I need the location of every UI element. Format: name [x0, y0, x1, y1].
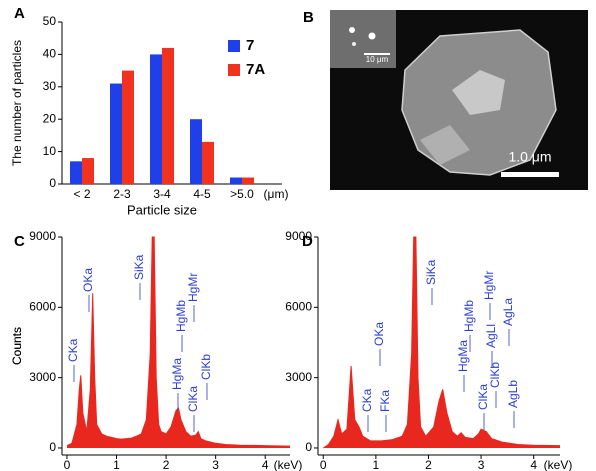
peak-label: ClKa [186, 386, 200, 412]
bar [190, 119, 202, 184]
y-tick-label: 6000 [29, 299, 56, 313]
x-axis-label: (keV) [274, 458, 303, 471]
y-axis-label: Counts [10, 327, 24, 365]
y-tick-label: 0 [49, 176, 56, 190]
bar [150, 54, 162, 185]
scale-bar [501, 172, 559, 177]
y-axis-label: The number of particles [10, 40, 24, 166]
peak-label: HgMr [482, 271, 496, 300]
x-tick-label: 1 [373, 458, 380, 471]
y-tick-label: 40 [43, 47, 57, 61]
peak-label: HgMb [462, 300, 476, 332]
peak-label: HgMa [170, 358, 184, 390]
x-axis-label: (keV) [544, 458, 573, 471]
peak-label: SiKa [132, 254, 146, 280]
inset-scale-label: 10 μm [366, 55, 389, 64]
peak-label: SiKa [424, 259, 438, 285]
y-axis-label: Counts [10, 327, 24, 365]
x-tick-label: 2 [163, 458, 170, 471]
legend-label: 7A [246, 61, 265, 78]
y-tick-label: 50 [43, 14, 57, 28]
y-tick-label: 3000 [285, 370, 312, 384]
bar [110, 83, 122, 184]
peak-label: HgMr [186, 273, 200, 302]
inset-particle [352, 42, 356, 46]
x-tick-label: 0 [64, 458, 71, 471]
bar [70, 161, 82, 184]
spectrum-fill [323, 237, 560, 448]
x-tick-label: 3 [478, 458, 485, 471]
spectrum-line [323, 236, 561, 449]
legend-swatch [228, 64, 240, 76]
particle-detail [420, 125, 470, 165]
peak-label: AgLa [501, 298, 515, 326]
scale-bar-label: 1.0 μm [508, 149, 551, 165]
bar [242, 177, 254, 184]
peak-label: ClKa [476, 384, 490, 410]
legend-swatch [228, 40, 240, 52]
legend-label: 7 [246, 37, 254, 54]
x-tick-label: < 2 [73, 187, 90, 201]
y-tick-label: 20 [43, 111, 57, 125]
peak-label: HgMa [456, 340, 470, 372]
particle-detail [452, 70, 505, 115]
peak-label: HgMb [174, 300, 188, 332]
peak-label: CKa [66, 338, 80, 362]
peak-label: CKa [360, 388, 374, 412]
y-tick-label: 9000 [29, 229, 56, 243]
x-tick-label: >5.0 [230, 187, 254, 201]
peak-label: ClKb [488, 362, 502, 388]
inset [330, 10, 396, 68]
bar [202, 141, 214, 184]
panel-label: D [302, 233, 313, 250]
x-tick-label: 4 [530, 458, 537, 471]
peak-label: ClKb [199, 354, 213, 380]
x-tick-label: 2-3 [113, 187, 131, 201]
y-tick-label: 0 [305, 440, 312, 454]
peak-label: FKa [378, 390, 392, 412]
x-tick-label: 2 [425, 458, 432, 471]
y-tick-label: 6000 [285, 299, 312, 313]
spectrum-line [66, 236, 291, 447]
peak-label: AgLl [484, 324, 498, 348]
y-tick-label: 10 [43, 144, 57, 158]
y-tick-label: 9000 [285, 229, 312, 243]
inset-particle [349, 27, 355, 33]
x-tick-label: 3-4 [153, 187, 171, 201]
x-tick-label: 1 [113, 458, 120, 471]
bar [230, 177, 242, 184]
bar [162, 47, 174, 184]
peak-label: OKa [372, 322, 386, 346]
spectrum-fill [67, 237, 290, 448]
x-axis-label: Particle size [127, 202, 197, 217]
panel-label: A [14, 5, 25, 22]
peak-label: AgLb [506, 380, 520, 408]
x-tick-label: 0 [320, 458, 327, 471]
inset-particle [368, 32, 376, 40]
bar [82, 158, 94, 184]
panel-label: C [14, 233, 25, 250]
y-tick-label: 30 [43, 79, 57, 93]
y-tick-label: 3000 [29, 370, 56, 384]
x-tick-label: 4 [262, 458, 269, 471]
x-tick-label: 4-5 [193, 187, 211, 201]
y-tick-label: 0 [49, 440, 56, 454]
peak-label: OKa [81, 268, 95, 292]
panel-label: B [303, 9, 314, 26]
bar [122, 70, 134, 184]
x-unit: (μm) [264, 187, 289, 201]
x-tick-label: 3 [212, 458, 219, 471]
